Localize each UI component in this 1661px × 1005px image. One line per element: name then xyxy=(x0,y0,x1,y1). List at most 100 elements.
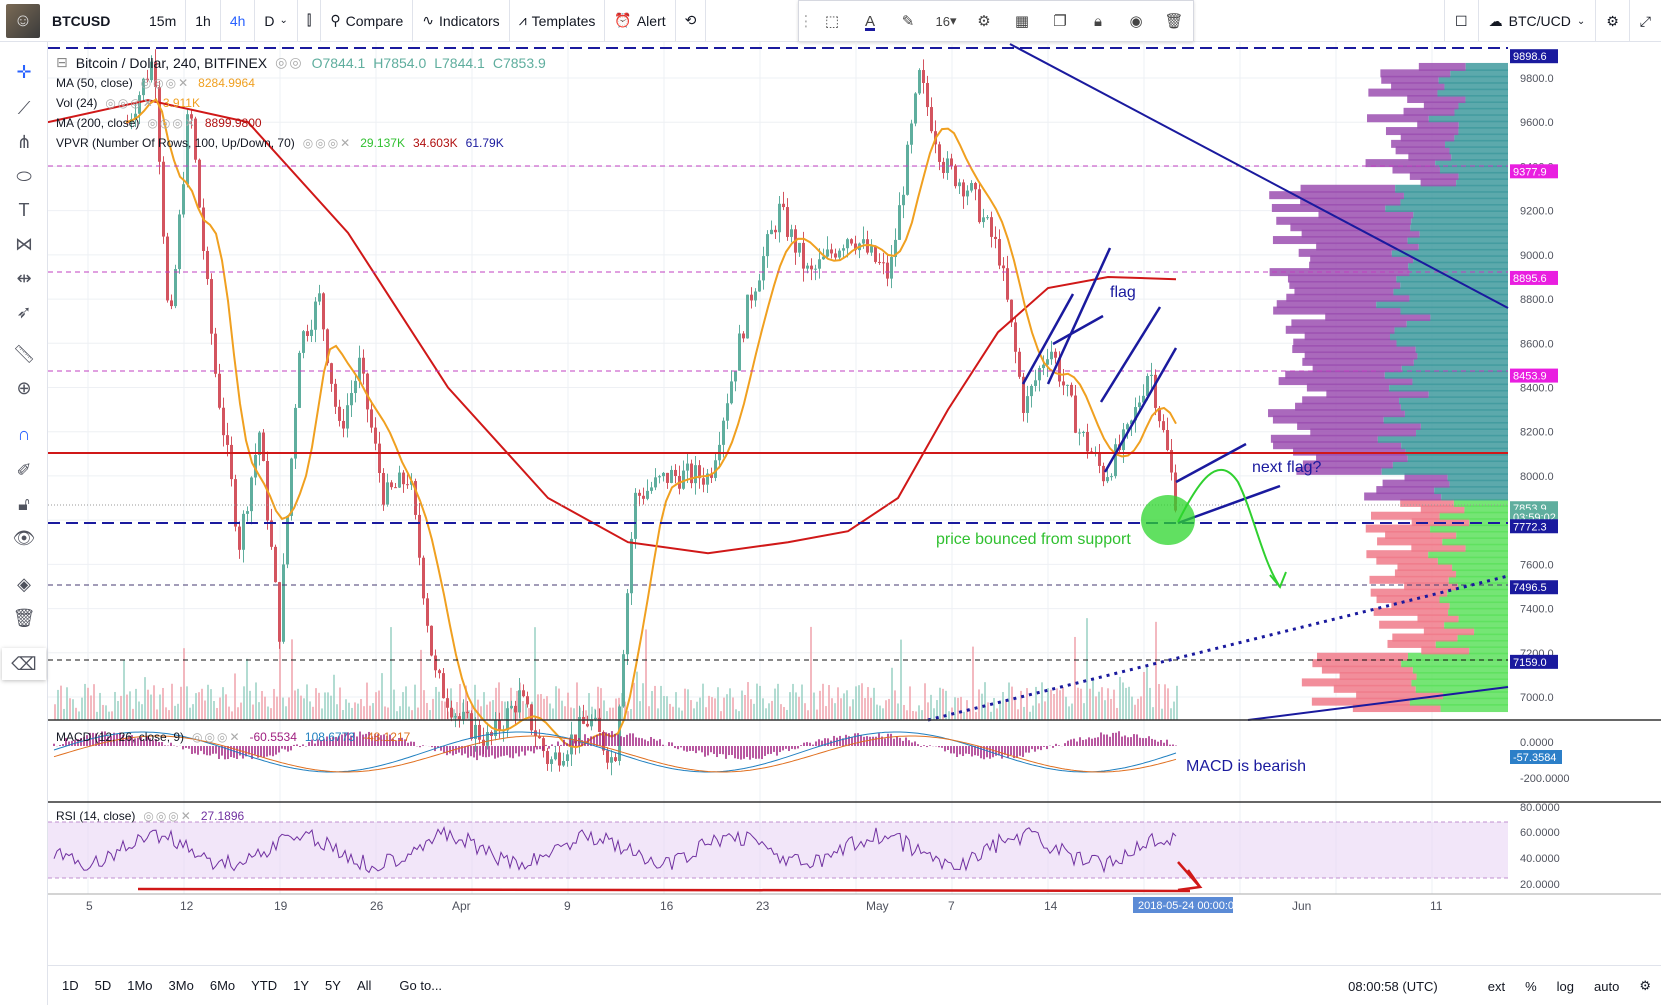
rsi-controls[interactable]: ◎◎◎✕ xyxy=(143,809,193,823)
trash-icon[interactable]: 🗑︎ xyxy=(1164,13,1184,30)
rocket-icon[interactable]: ➶ xyxy=(16,301,32,322)
expand-button[interactable]: ⤢ xyxy=(1628,0,1661,42)
price-axis[interactable] xyxy=(1508,42,1661,960)
candle-body xyxy=(986,217,989,219)
replay-button[interactable]: ⟲ xyxy=(676,0,707,42)
ma200-legend[interactable]: MA (200, close) ◎◎◎✕ 8899.9800 xyxy=(56,116,262,130)
alert-button[interactable]: ⏰ Alert xyxy=(605,0,676,42)
pencil-lock-icon[interactable]: ✐ xyxy=(16,459,32,480)
templates-button[interactable]: ⩘ Templates xyxy=(510,0,606,42)
range-5d[interactable]: 5D xyxy=(94,978,112,993)
range-all[interactable]: All xyxy=(356,978,372,993)
goto-button[interactable]: Go to... xyxy=(399,978,443,993)
drag-handle-icon[interactable]: ⋮ xyxy=(798,13,814,30)
eye-icon[interactable]: 👁︎ xyxy=(12,527,36,548)
clone-icon[interactable]: ❐ xyxy=(1053,13,1067,30)
candle-body xyxy=(1170,450,1173,473)
interval-d[interactable]: D ⌄ xyxy=(255,0,298,42)
range-3mo[interactable]: 3Mo xyxy=(168,978,194,993)
support-circle[interactable] xyxy=(1141,495,1195,545)
range-1y[interactable]: 1Y xyxy=(293,978,310,993)
interval-15m[interactable]: 15m xyxy=(140,0,187,42)
select-area-icon[interactable]: ⬚ xyxy=(824,13,840,30)
ma50-controls[interactable]: ◎◎◎✕ xyxy=(140,76,191,90)
indicators-button[interactable]: ∿ Indicators xyxy=(413,0,510,42)
range-1mo[interactable]: 1Mo xyxy=(127,978,153,993)
vpvr-legend[interactable]: VPVR (Number Of Rows, 100, Up/Down, 70) … xyxy=(56,136,504,150)
ext-toggle[interactable]: ext xyxy=(1487,978,1506,994)
flag-line[interactable] xyxy=(1103,347,1178,473)
projection-arrow[interactable] xyxy=(1177,468,1281,588)
trend-line-icon[interactable]: ⟋ xyxy=(17,97,31,118)
zoom-icon[interactable]: ⊕ xyxy=(16,377,32,398)
vol-legend[interactable]: Vol (24) ◎◎◎✕ 3.911K xyxy=(56,96,200,110)
pair-selector[interactable]: ☁ BTC/UCD ⌄ xyxy=(1477,0,1596,42)
range-5y[interactable]: 5Y xyxy=(325,978,341,993)
main-legend[interactable]: ⊟ Bitcoin / Dollar, 240, BITFINEX ◎◎ O78… xyxy=(56,54,546,71)
flag-line[interactable] xyxy=(1021,293,1075,385)
ma200-controls[interactable]: ◎◎◎✕ xyxy=(147,116,197,130)
next-flag-line[interactable] xyxy=(1175,442,1247,484)
range-1d[interactable]: 1D xyxy=(62,978,79,993)
next-flag-annotation[interactable]: next flag? xyxy=(1252,459,1321,476)
crosshair-icon[interactable]: ✛ xyxy=(16,61,32,82)
user-avatar[interactable]: ☺ xyxy=(6,3,40,38)
ruler-icon[interactable]: 📏︎ xyxy=(12,343,36,364)
eraser-icon[interactable]: ⌫ xyxy=(2,648,46,680)
chart-area[interactable]: flag next flag? price bounced from suppo… xyxy=(47,42,1661,960)
unlock-icon[interactable]: 🔓︎ xyxy=(18,493,30,514)
magnet-icon[interactable]: ∩ xyxy=(17,423,31,444)
range-ytd[interactable]: YTD xyxy=(251,978,278,993)
log-toggle[interactable]: log xyxy=(1556,978,1575,994)
compare-button[interactable]: ⚲ Compare xyxy=(321,0,414,42)
vpvr-controls[interactable]: ◎◎◎✕ xyxy=(302,136,353,150)
layers-icon[interactable]: ▦ xyxy=(1014,13,1030,30)
ma50-legend[interactable]: MA (50, close) ◎◎◎✕ 8284.9964 xyxy=(56,76,255,90)
collapse-icon[interactable]: ⊟ xyxy=(56,54,68,70)
settings-button[interactable]: ⚙ xyxy=(1595,0,1629,42)
range-6mo[interactable]: 6Mo xyxy=(209,978,236,993)
support-annotation[interactable]: price bounced from support xyxy=(936,531,1131,548)
eye-icon[interactable]: ◉ xyxy=(1129,13,1143,30)
downtrend-line[interactable] xyxy=(1009,43,1509,309)
macd-legend[interactable]: MACD (12, 26, close, 9) ◎◎◎✕ -60.5534 10… xyxy=(56,730,410,744)
flag-line[interactable] xyxy=(1046,247,1112,385)
text-color-icon[interactable]: A xyxy=(864,12,875,30)
interval-1h[interactable]: 1h xyxy=(186,0,221,42)
text-icon[interactable]: T xyxy=(18,199,30,220)
layers-icon[interactable]: ◈ xyxy=(17,573,31,594)
volume-bar xyxy=(225,694,227,720)
price-chart[interactable]: flag next flag? price bounced from suppo… xyxy=(47,42,1661,960)
shapes-icon[interactable]: ⬭ xyxy=(16,165,32,186)
trash-icon[interactable]: 🗑︎ xyxy=(12,607,36,628)
vol-controls[interactable]: ◎◎◎✕ xyxy=(105,96,155,110)
fullscreen-toggle[interactable]: ☐ xyxy=(1444,0,1478,42)
rsi-divergence-arrow[interactable] xyxy=(1177,861,1203,892)
flag-line[interactable] xyxy=(1099,306,1162,403)
rsi-divergence-line[interactable] xyxy=(137,887,1191,893)
interval-4h[interactable]: 4h xyxy=(221,0,256,42)
pitchfork-icon[interactable]: ⋔ xyxy=(16,131,32,152)
macd-controls[interactable]: ◎◎◎✕ xyxy=(192,730,242,744)
lower-uptrend-line[interactable] xyxy=(1247,686,1509,721)
utc-clock[interactable]: 08:00:58 (UTC) xyxy=(1348,978,1438,994)
font-size-select[interactable]: 16 ▾ xyxy=(935,13,957,29)
lock-icon[interactable]: 🔒︎ xyxy=(1094,12,1102,30)
macd-annotation[interactable]: MACD is bearish xyxy=(1186,758,1306,775)
chart-type-button[interactable]: ⫿ xyxy=(298,0,322,42)
series-controls[interactable]: ◎◎ xyxy=(275,54,304,70)
candle-body xyxy=(210,279,213,334)
gear-icon[interactable]: ⚙ xyxy=(977,13,991,30)
flag-annotation[interactable]: flag xyxy=(1110,284,1136,301)
dotted-uptrend-line[interactable] xyxy=(927,574,1509,722)
pattern-icon[interactable]: ⋈ xyxy=(15,233,33,254)
gear-icon[interactable]: ⚙ xyxy=(1639,978,1651,993)
percent-toggle[interactable]: % xyxy=(1525,978,1537,994)
prediction-icon[interactable]: ⇹ xyxy=(16,267,32,288)
auto-toggle[interactable]: auto xyxy=(1594,978,1620,994)
rsi-legend[interactable]: RSI (14, close) ◎◎◎✕ 27.1896 xyxy=(56,809,244,823)
next-flag-line[interactable] xyxy=(1177,484,1281,525)
pen-color-icon[interactable]: ✎ xyxy=(901,13,915,30)
flag-line[interactable] xyxy=(1052,314,1104,346)
symbol-search[interactable]: BTCUSD xyxy=(52,12,111,29)
